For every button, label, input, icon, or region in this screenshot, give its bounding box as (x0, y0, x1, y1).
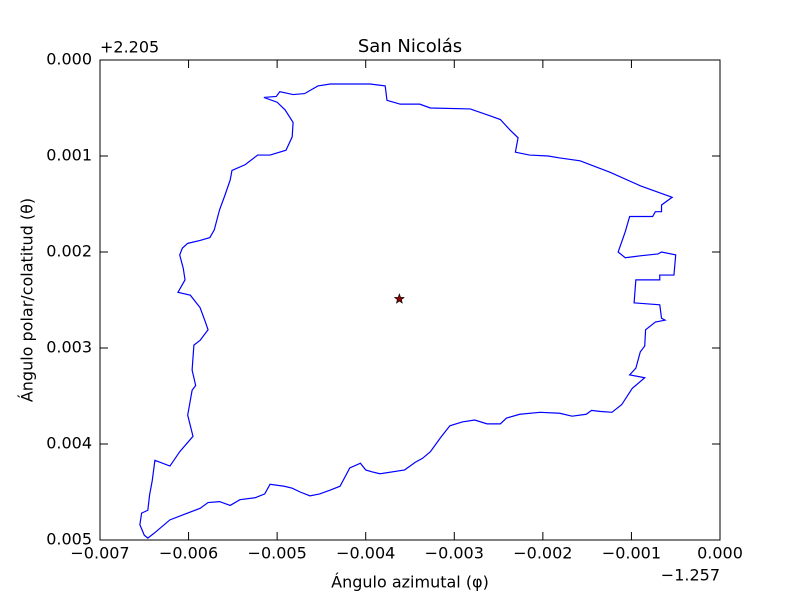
x-tick-label: −0.007 (70, 544, 129, 563)
x-tick-label: −0.004 (336, 544, 395, 563)
y-tick-label: 0.003 (46, 338, 92, 357)
plot-frame (99, 59, 721, 541)
x-axis-label: Ángulo azimutal (φ) (331, 573, 489, 592)
point-marker (393, 293, 405, 304)
chart-title: San Nicolás (358, 36, 462, 57)
boundary-line (139, 83, 677, 539)
y-tick-label: 0.001 (46, 146, 92, 165)
y-offset-label: +2.205 (100, 38, 159, 57)
x-tick-label: −0.006 (159, 544, 218, 563)
y-tick-label: 0.005 (46, 530, 92, 549)
x-offset-label: −1.257 (661, 566, 720, 585)
y-tick-label: 0.004 (46, 434, 92, 453)
x-tick-label: 0.000 (697, 544, 743, 563)
y-tick-label: 0.000 (46, 50, 92, 69)
x-tick-label: −0.002 (513, 544, 572, 563)
x-tick-label: −0.005 (248, 544, 307, 563)
x-tick-label: −0.001 (602, 544, 661, 563)
y-tick-label: 0.002 (46, 242, 92, 261)
y-axis-label: Ángulo polar/colatitud (θ) (18, 198, 37, 402)
x-tick-label: −0.003 (425, 544, 484, 563)
